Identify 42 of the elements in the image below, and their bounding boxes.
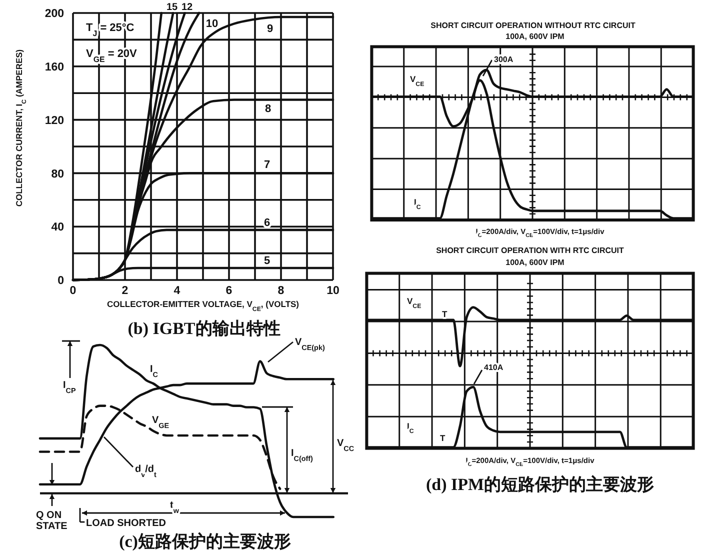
annotation: T [440,433,446,443]
annotation: T [442,309,448,319]
chart-title: SHORT CIRCUIT OPERATION WITH RTC CIRCUIT [436,246,624,255]
series-label: I$_{C}$ [150,364,158,378]
series-label: 7 [264,159,270,171]
series-label: V$_{CE}$ [410,74,424,88]
x-tick-label: 6 [226,285,232,297]
y-tick-label: 160 [44,62,64,74]
text: LOAD SHORTED [86,518,166,529]
y-tick-label: 200 [44,8,64,20]
y-tick-label: 80 [51,168,64,180]
chart-subtitle: 100A, 600V IPM [506,32,565,41]
series-label: 12 [181,2,193,13]
chart-subtitle: 100A, 600V IPM [506,258,565,267]
y-tick-label: 40 [51,222,64,234]
annotation: Q ON STATE [36,510,68,532]
annotation: I$_{C(off)}$ [291,448,314,462]
series-label: 8 [264,103,272,115]
y-tick-label: 120 [44,114,64,127]
chart-title: SHORT CIRCUIT OPERATION WITHOUT RTC CIRCUIT [430,21,636,30]
x-axis-title: COLLECTOR-EMITTER VOLTAGE, V$_{CE}$, (VOLTS) [106,299,300,312]
x-tick-label: 10 [326,285,340,297]
text: (d) IPM的短路保护的主要波形 [426,475,654,494]
text: (c)短路保护的主要波形 [119,532,291,551]
series-label: 6 [264,217,270,229]
text: (b) IGBT的输出特性 [128,319,280,338]
series-label: I$_{C}$ [414,197,422,210]
series-label: 5 [264,255,270,267]
series-label: 9 [266,23,274,35]
series-label: 15 [166,2,178,13]
series-label: 10 [206,18,218,30]
annotation: I$_{CP}$ [63,380,76,394]
y-tick-label: 0 [58,275,64,288]
x-tick-label: 8 [278,285,285,297]
annotation: V$_{CC}$ [337,438,354,452]
annotation: V$_{CE(pk)}$ [295,337,326,352]
series-label: V$_{GE}$ [152,415,170,430]
x-tick-label: 0 [70,285,76,297]
series-label: V$_{CE}$ [407,296,422,310]
x-tick-label: 2 [122,285,128,297]
x-tick-label: 4 [174,285,181,297]
series-label: I$_{C}$ [407,421,414,434]
